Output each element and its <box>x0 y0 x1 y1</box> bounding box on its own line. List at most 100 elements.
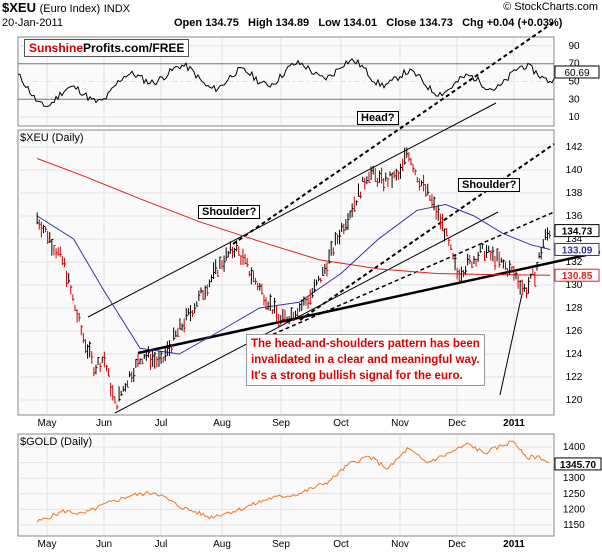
price-x-tick-label: Jul <box>155 418 168 429</box>
gold-x-tick-label: 2011 <box>503 539 525 550</box>
left-shoulder-label: Shoulder? <box>198 205 261 219</box>
gold-line <box>36 440 550 523</box>
lower-channel-line <box>114 211 499 414</box>
last-price-tag: 134.73 <box>562 227 593 238</box>
right-shoulder-label: Shoulder? <box>458 178 521 192</box>
upper-dashed-line <box>232 21 555 245</box>
high-value: 134.89 <box>275 17 310 29</box>
low-label: Low <box>318 17 341 29</box>
gold-x-tick-label: Sep <box>272 539 290 550</box>
quote-date: 20-Jan-2011 <box>2 17 63 29</box>
exchange: INDX <box>103 3 131 15</box>
price-x-tick-label: Oct <box>333 418 349 429</box>
ma-short-line <box>36 203 551 355</box>
price-tick-label: 122 <box>566 372 583 383</box>
open-value: 134.75 <box>205 17 239 29</box>
price-tick-label: 120 <box>566 395 583 406</box>
rsi-value-box <box>554 65 600 79</box>
high-label: High <box>248 17 273 29</box>
gold-panel <box>17 433 555 537</box>
price-x-tick-label: Aug <box>213 418 231 429</box>
gold-series <box>36 440 550 523</box>
chg-label: Chg <box>462 17 484 29</box>
price-tick-label: 136 <box>566 211 583 222</box>
note-line-3: It's a strong bullish signal for the eur… <box>251 370 463 382</box>
gold-tick-label: 1400 <box>563 442 586 453</box>
price-tick-label: 132 <box>566 257 583 268</box>
gold-x-tick-label: Dec <box>448 539 466 550</box>
price-tick-label: 134 <box>566 234 583 245</box>
rsi-tick-label: 90 <box>568 41 580 52</box>
price-x-tick-label: Dec <box>448 418 466 429</box>
gold-value-box <box>554 457 602 471</box>
rsi-series <box>17 58 555 107</box>
gold-x-tick-label: Aug <box>213 539 231 550</box>
credit: © StockCharts.com <box>503 1 598 13</box>
note-line-2: invalidated in a clear and meaningful wa… <box>251 354 480 366</box>
gold-x-tick-label: May <box>38 539 57 550</box>
ma-long-value-tag: 130.85 <box>562 271 593 282</box>
price-panel-title: $XEU (Daily) <box>20 132 84 144</box>
gold-tick-label: 1250 <box>563 489 586 500</box>
quote-values: Open 134.75 High 134.89 Low 134.01 Close… <box>174 17 562 29</box>
note-line-1: The head-and-shoulders pattern has been <box>251 338 480 350</box>
index-name: (Euro Index) <box>39 3 101 15</box>
last-price-tag-group: 134.73 <box>554 224 600 238</box>
analysis-note: The head-and-shoulders pattern has been … <box>246 334 485 386</box>
price-x-tick-label: May <box>38 418 57 429</box>
gold-tick-label: 1200 <box>563 504 586 515</box>
middle-dashed-line <box>299 143 555 321</box>
last-price-tag-box <box>554 224 600 238</box>
rsi-tick-label: 70 <box>568 59 580 70</box>
chg-value: +0.04 (+0.03%) <box>486 17 563 29</box>
rsi-value-label: 60.69 <box>564 68 589 79</box>
price-tick-label: 130 <box>566 280 583 291</box>
logo: SunshineProfits.com/FREE <box>24 39 190 57</box>
logo-profits: Profits.com/FREE <box>83 41 185 55</box>
gold-x-tick-label: Oct <box>333 539 349 550</box>
neckline <box>137 250 601 355</box>
low-value: 134.01 <box>343 17 378 29</box>
gold-panel-title: $GOLD (Daily) <box>20 436 93 448</box>
symbol-title: $XEU (Euro Index) INDX <box>2 0 130 15</box>
price-x-tick-label: 2011 <box>503 418 525 429</box>
ma-long-value-tag-group: 130.85 <box>554 268 600 282</box>
gold-value-label: 1345.70 <box>560 460 597 471</box>
price-tick-label: 126 <box>566 326 583 337</box>
price-x-tick-label: Nov <box>391 418 409 429</box>
price-series <box>36 147 552 410</box>
price-x-tick-label: Sep <box>272 418 290 429</box>
lower-dashed-line <box>259 211 555 341</box>
logo-sunshine: Sunshine <box>29 41 84 55</box>
gold-x-tick-label: Nov <box>391 539 409 550</box>
rsi-tick-label: 30 <box>568 94 580 105</box>
gold-x-tick-label: Jun <box>96 539 112 550</box>
price-tick-label: 128 <box>566 303 583 314</box>
close-value: 134.73 <box>419 17 453 29</box>
symbol: $XEU <box>2 0 36 15</box>
price-tick-label: 142 <box>566 142 583 153</box>
ma-short-value-tag-box <box>554 242 600 256</box>
rsi-line <box>17 58 555 107</box>
rsi-tick-label: 50 <box>568 77 580 88</box>
ma-long-line <box>37 158 551 276</box>
ma-short-value-tag-group: 133.09 <box>554 242 600 256</box>
note-pointer-line <box>499 293 523 396</box>
open-label: Open <box>174 17 203 29</box>
rsi-tick-label: 10 <box>568 112 580 123</box>
price-tick-label: 140 <box>566 165 583 176</box>
axis-labels: 142 140 138 136 134 132 130 128 126 124 122 120 May M… <box>38 41 602 550</box>
gold-tick-label: 1150 <box>563 520 585 531</box>
gold-tick-label: 1300 <box>563 473 586 484</box>
ma-long-value-tag-box <box>554 268 600 282</box>
head-label: Head? <box>357 111 399 125</box>
price-x-tick-label: Jun <box>96 418 112 429</box>
upper-channel-line <box>87 102 497 318</box>
gold-x-tick-label: Jul <box>155 539 168 550</box>
trend-lines <box>87 21 601 414</box>
close-label: Close <box>386 17 417 29</box>
ma-short-value-tag: 133.09 <box>562 245 593 256</box>
price-tick-label: 138 <box>566 188 583 199</box>
